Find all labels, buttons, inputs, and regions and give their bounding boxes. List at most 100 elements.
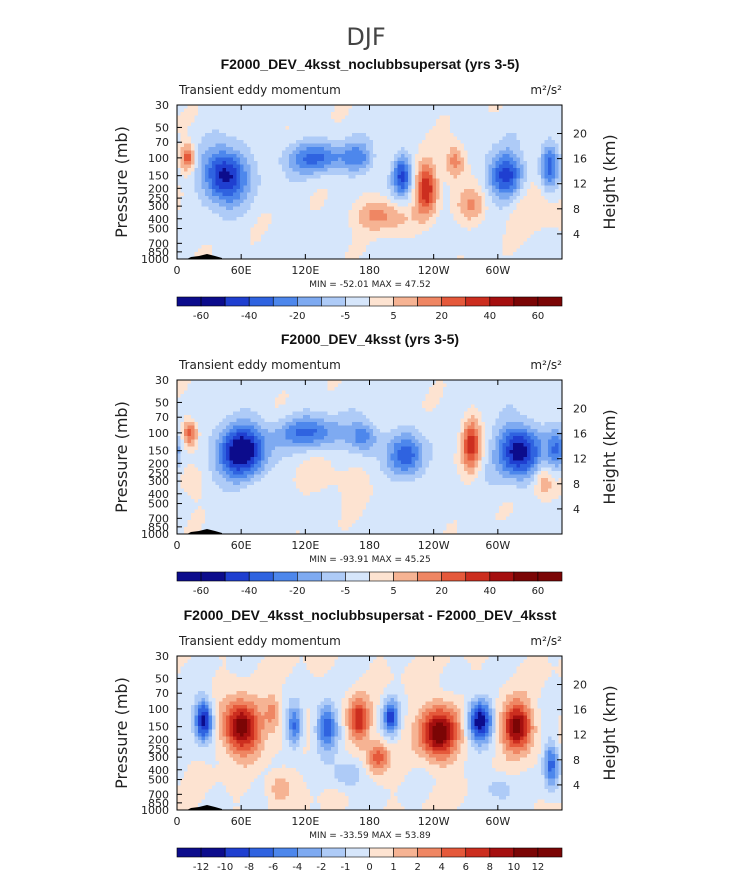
y-tick-label: 500 bbox=[148, 498, 169, 511]
colorbar-label: -4 bbox=[292, 862, 302, 872]
y-tick-label: 300 bbox=[148, 751, 169, 764]
colorbar-label: -6 bbox=[268, 862, 278, 872]
x-tick-label: 0 bbox=[174, 539, 181, 552]
y-tick-label: 250 bbox=[148, 467, 169, 480]
y-tick-label: 700 bbox=[148, 237, 169, 250]
colorbar-swatch bbox=[441, 571, 467, 582]
y-tick-label: 1000 bbox=[141, 804, 169, 817]
colorbar-swatch bbox=[489, 296, 515, 307]
min-max-stats: MIN = -33.59 MAX = 53.89 bbox=[309, 831, 431, 841]
y-tick-label: 400 bbox=[148, 488, 169, 501]
y-tick-label: 300 bbox=[148, 475, 169, 488]
y2-axis-title: Height (km) bbox=[600, 409, 619, 504]
y-tick-label: 1000 bbox=[141, 253, 169, 266]
colorbar-swatch bbox=[297, 571, 322, 582]
colorbar-swatch bbox=[441, 847, 467, 858]
colorbar-label: 40 bbox=[483, 311, 496, 322]
colorbar-label: 40 bbox=[483, 586, 496, 597]
colorbar-label: -40 bbox=[241, 586, 257, 597]
colorbar-label: -20 bbox=[289, 586, 305, 597]
colorbar-swatch bbox=[441, 296, 467, 307]
x-tick-label: 120W bbox=[418, 264, 450, 277]
y-tick-label: 200 bbox=[148, 182, 169, 195]
plot-area bbox=[176, 104, 563, 260]
y-tick-label: 200 bbox=[148, 457, 169, 470]
y-tick-label: 700 bbox=[148, 788, 169, 801]
colorbar-label: 1 bbox=[390, 862, 396, 872]
colorbar-swatch bbox=[489, 847, 515, 858]
height-tick-label: 20 bbox=[573, 403, 587, 416]
height-tick-label: 4 bbox=[573, 779, 580, 792]
colorbar-label: 60 bbox=[532, 311, 545, 322]
units-label: m²/s² bbox=[530, 634, 562, 648]
left-label: Transient eddy momentum bbox=[178, 634, 341, 648]
y-tick-label: 30 bbox=[155, 99, 169, 112]
height-tick-label: 12 bbox=[573, 453, 587, 466]
y-tick-label: 850 bbox=[148, 521, 169, 534]
colorbar-swatch bbox=[417, 847, 442, 858]
colorbar-label: 8 bbox=[487, 862, 493, 872]
colorbar-swatch bbox=[176, 847, 202, 858]
y-tick-label: 200 bbox=[148, 733, 169, 746]
colorbar-label: 60 bbox=[532, 586, 545, 597]
height-tick-label: 8 bbox=[573, 203, 580, 216]
height-tick-label: 20 bbox=[573, 128, 587, 141]
colorbar: -60 -40 -20 -5 5 20 40 60 bbox=[176, 571, 563, 597]
chart-title: F2000_DEV_4ksst (yrs 3-5) bbox=[281, 331, 459, 347]
colorbar-label: 20 bbox=[435, 586, 448, 597]
colorbar-label: 6 bbox=[463, 862, 469, 872]
topography bbox=[187, 529, 222, 534]
colorbar-swatch bbox=[176, 296, 202, 307]
colorbar-label: 4 bbox=[439, 862, 445, 872]
y-tick-label: 70 bbox=[155, 687, 169, 700]
colorbar-swatch bbox=[513, 571, 539, 582]
units-label: m²/s² bbox=[530, 83, 562, 97]
x-tick-label: 60W bbox=[485, 815, 510, 828]
x-tick-label: 0 bbox=[174, 815, 181, 828]
y-tick-label: 150 bbox=[148, 445, 169, 458]
colorbar-swatch bbox=[272, 847, 298, 858]
colorbar-swatch bbox=[369, 571, 394, 582]
panels: F2000_DEV_4ksst_noclubbsupersat (yrs 3-5… bbox=[112, 56, 619, 872]
y-tick-label: 100 bbox=[148, 703, 169, 716]
colorbar-swatch bbox=[489, 571, 515, 582]
colorbar-swatch bbox=[248, 296, 274, 307]
colorbar-swatch bbox=[345, 571, 370, 582]
page-title: DJF bbox=[346, 23, 385, 51]
colorbar-swatch bbox=[537, 571, 563, 582]
colorbar-swatch bbox=[393, 571, 418, 582]
height-tick-label: 8 bbox=[573, 754, 580, 767]
height-tick-label: 8 bbox=[573, 478, 580, 491]
plot-area bbox=[176, 379, 563, 535]
colorbar-label: 12 bbox=[532, 862, 545, 872]
colorbar-swatch bbox=[297, 847, 322, 858]
x-tick-label: 120W bbox=[418, 815, 450, 828]
colorbar-swatch bbox=[248, 847, 274, 858]
chart-panel-2: F2000_DEV_4ksst (yrs 3-5) Transient eddy … bbox=[112, 331, 619, 597]
x-tick-label: 60E bbox=[231, 815, 252, 828]
height-tick-label: 16 bbox=[573, 153, 587, 166]
height-tick-label: 16 bbox=[573, 704, 587, 717]
x-tick-label: 120E bbox=[291, 264, 319, 277]
colorbar-label: -8 bbox=[244, 862, 254, 872]
y-tick-label: 70 bbox=[155, 411, 169, 424]
x-tick-label: 180 bbox=[359, 539, 380, 552]
x-tick-label: 180 bbox=[359, 264, 380, 277]
y-tick-label: 70 bbox=[155, 136, 169, 149]
chart-title: F2000_DEV_4ksst_noclubbsupersat (yrs 3-5… bbox=[221, 56, 520, 72]
units-label: m²/s² bbox=[530, 358, 562, 372]
colorbar-swatch bbox=[417, 571, 442, 582]
y-tick-label: 30 bbox=[155, 374, 169, 387]
x-tick-label: 120E bbox=[291, 539, 319, 552]
topography bbox=[187, 805, 222, 810]
colorbar-label: -2 bbox=[316, 862, 326, 872]
colorbar-swatch bbox=[321, 296, 346, 307]
y-axis-title: Pressure (mb) bbox=[112, 677, 131, 789]
y-tick-label: 1000 bbox=[141, 528, 169, 541]
x-tick-label: 120W bbox=[418, 539, 450, 552]
y-tick-label: 100 bbox=[148, 152, 169, 165]
colorbar: -12 -10 -8 -6 -4 -2 -1 0 1 2 4 6 8 10 12 bbox=[176, 847, 563, 872]
colorbar-swatch bbox=[537, 296, 563, 307]
colorbar-swatch bbox=[513, 296, 539, 307]
